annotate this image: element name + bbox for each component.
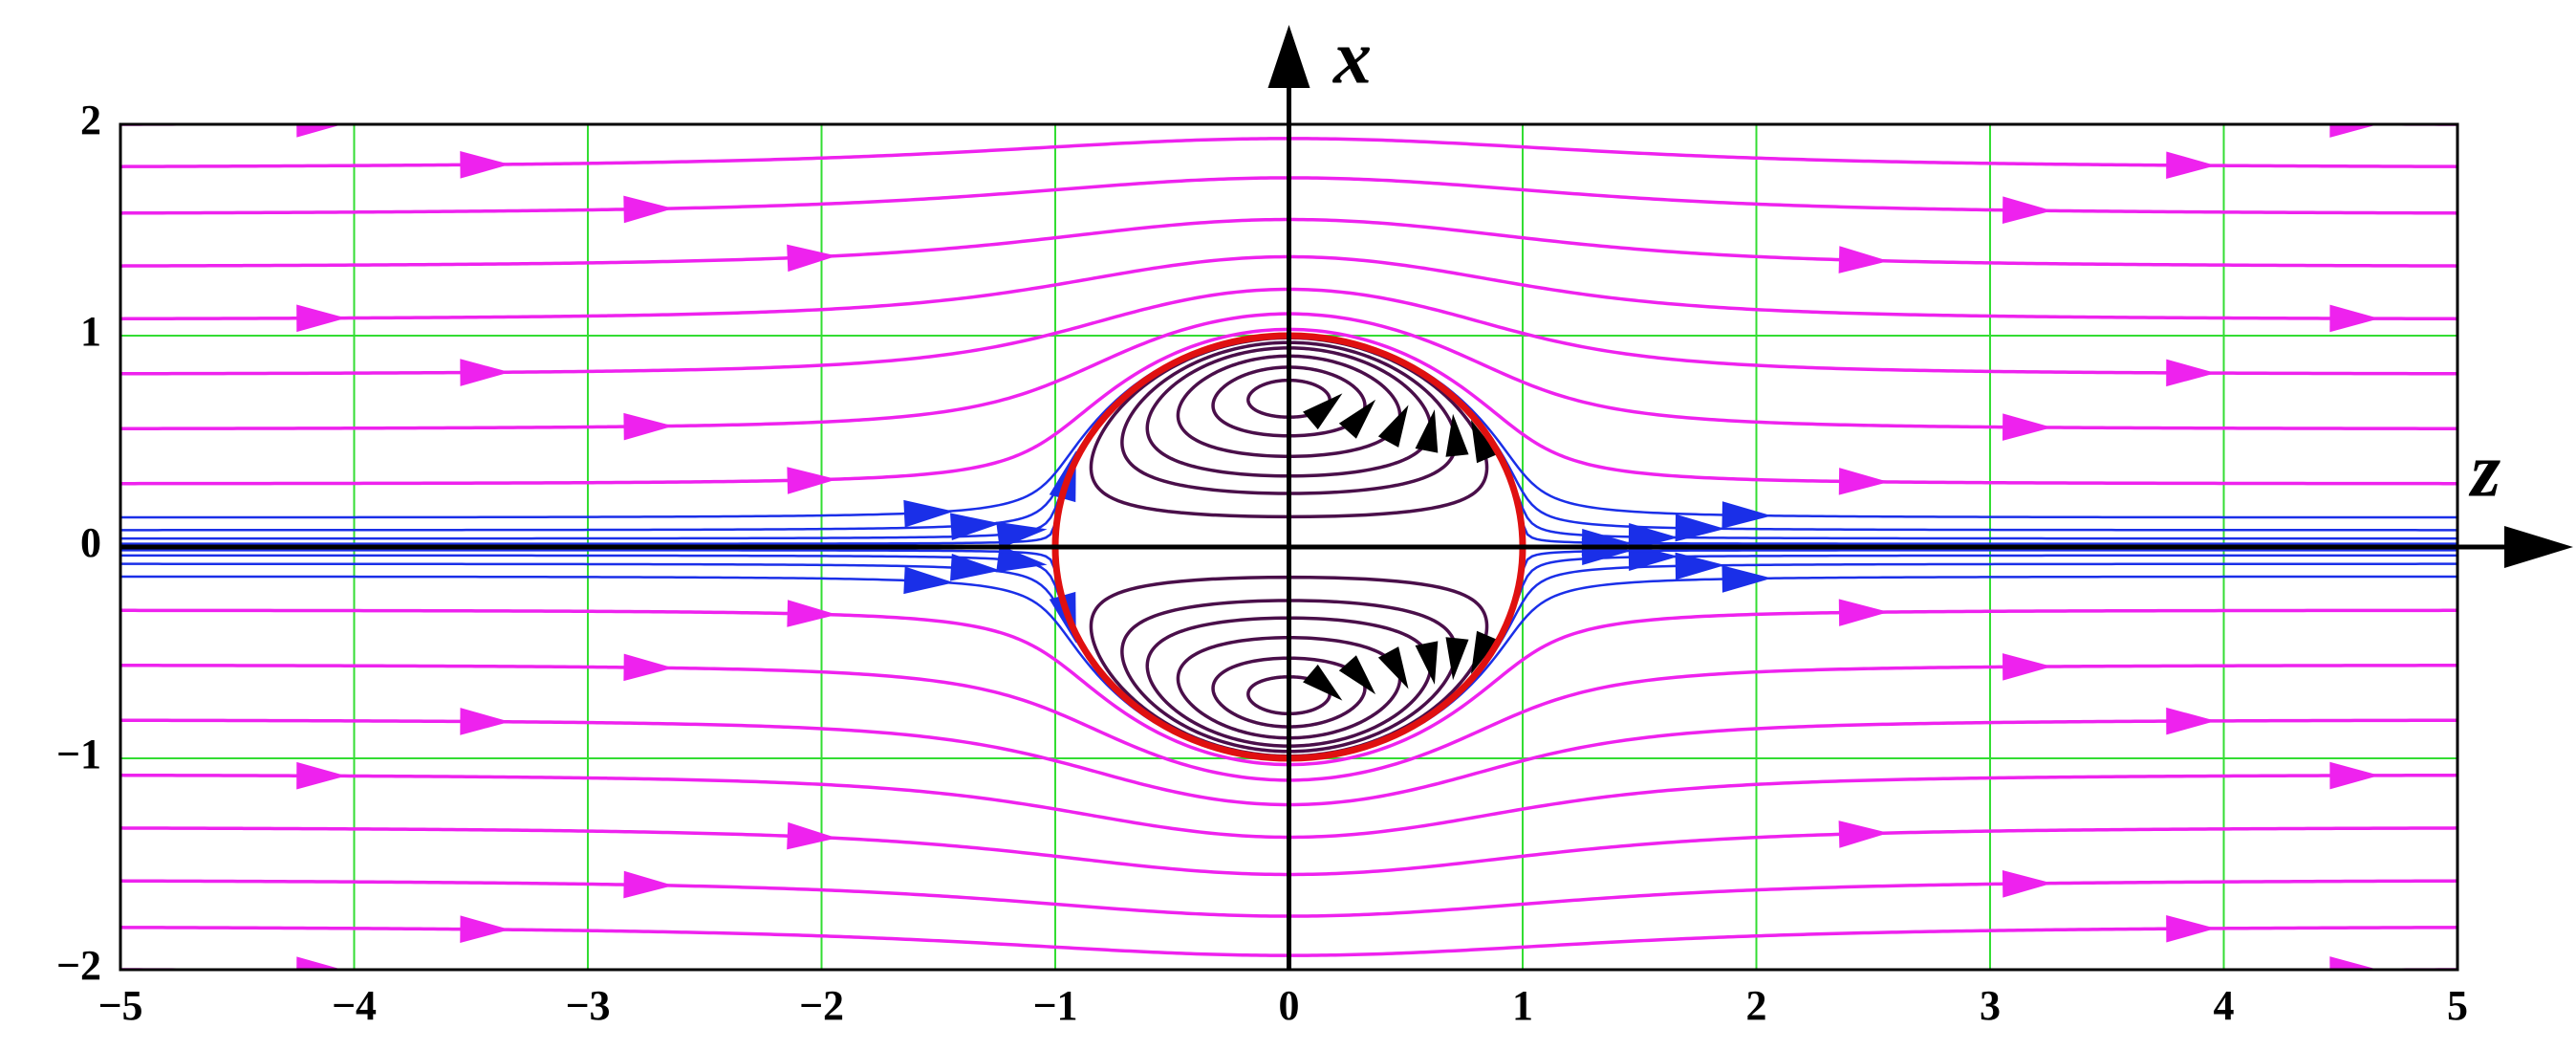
y-axis-arrow [1267, 25, 1310, 88]
arrowhead [2329, 304, 2380, 333]
arrowhead [460, 915, 510, 943]
y-tick-label: −2 [56, 942, 101, 989]
arrowhead [2329, 124, 2379, 138]
arrowhead [1415, 641, 1439, 685]
x-axis-arrow [2504, 526, 2573, 568]
arrowhead [2166, 914, 2217, 943]
x-tick-label: −4 [332, 982, 377, 1029]
arrowhead [1338, 399, 1376, 439]
arrowhead [1415, 409, 1439, 453]
arrowhead [903, 499, 954, 528]
arrowhead [623, 412, 674, 441]
arrowhead [2002, 413, 2053, 441]
arrowhead [2329, 761, 2380, 790]
arrowhead [2329, 956, 2379, 970]
y-tick-label: 0 [80, 519, 101, 566]
arrowhead [1675, 514, 1725, 542]
arrowhead [2002, 869, 2053, 898]
arrowhead [296, 124, 343, 138]
arrowhead [1470, 420, 1499, 464]
arrowhead [1838, 468, 1889, 495]
x-tick-label: 3 [1980, 982, 2001, 1029]
arrowhead [1838, 246, 1889, 273]
y-tick-label: 2 [80, 97, 101, 143]
axes: −5 −4 −3 −2 −1 0 1 2 3 4 5 −2 −1 0 1 2 [56, 25, 2573, 1029]
x-tick-label: −3 [565, 982, 610, 1029]
x-tick-label: 5 [2447, 982, 2468, 1029]
arrowhead [1377, 646, 1409, 689]
arrowhead [2166, 359, 2217, 387]
arrowhead [1303, 664, 1343, 701]
arrowhead [950, 554, 1001, 581]
arrowhead [460, 359, 510, 386]
arrowhead [1049, 450, 1076, 503]
arrowhead [787, 600, 837, 627]
arrowhead [2166, 151, 2217, 180]
arrowhead [2002, 196, 2053, 225]
arrowhead [1721, 565, 1772, 593]
arrowhead [1838, 820, 1889, 848]
x-tick-label: −1 [1032, 982, 1077, 1029]
arrowhead [1581, 537, 1633, 565]
arrowhead [296, 304, 347, 333]
arrowhead [1470, 630, 1499, 674]
arrowhead [2166, 707, 2217, 735]
x-tick-label: 4 [2214, 982, 2235, 1029]
arrowhead [1303, 393, 1343, 430]
arrowhead [787, 467, 837, 494]
y-axis-label: x [1332, 15, 1372, 99]
arrowhead [787, 244, 837, 273]
arrowhead [296, 956, 343, 970]
x-tick-label: −2 [799, 982, 844, 1029]
arrowhead [296, 761, 347, 790]
arrowhead [903, 566, 954, 595]
arrowhead [623, 195, 674, 224]
x-axis-label: z [2468, 428, 2500, 513]
arrowhead [1838, 599, 1889, 626]
arrowhead [1721, 501, 1772, 529]
arrowhead [787, 821, 837, 850]
arrowhead [1338, 655, 1376, 695]
y-tick-label: −1 [56, 731, 101, 777]
arrowhead [1675, 552, 1725, 580]
arrowhead [1049, 591, 1076, 644]
x-tick-label: −5 [97, 982, 142, 1029]
arrowhead [1445, 637, 1469, 681]
x-tick-label: 1 [1512, 982, 1533, 1029]
x-tick-label: 2 [1746, 982, 1767, 1029]
arrowhead [460, 708, 510, 735]
y-tick-label: 1 [80, 308, 101, 355]
arrowhead [460, 151, 510, 179]
arrowhead [2002, 653, 2053, 681]
arrowhead [623, 653, 674, 682]
x-tick-label: 0 [1279, 982, 1300, 1029]
arrowhead [950, 513, 1001, 540]
arrowhead [1445, 413, 1469, 457]
arrowhead [1377, 405, 1409, 448]
arrowhead [623, 870, 674, 899]
